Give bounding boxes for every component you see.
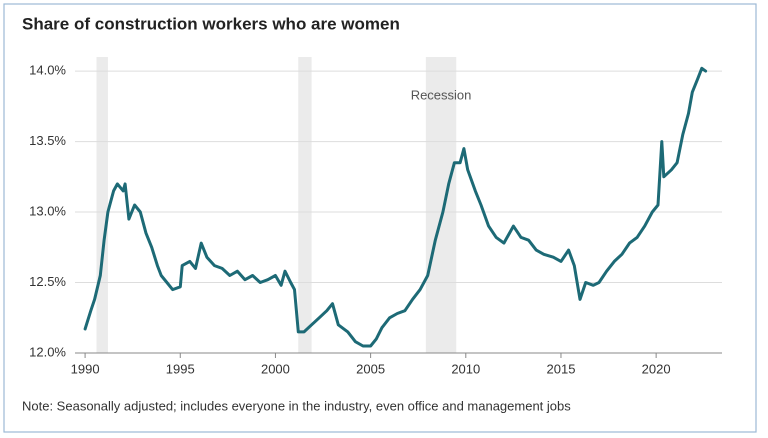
plot: Recession 12.0% 12.5% 13.0% 13.5% 14.0% 1990 19… <box>29 57 722 376</box>
y-tick-label: 13.0% <box>29 203 66 218</box>
x-tick-label: 2010 <box>451 361 480 376</box>
y-tick-label: 12.5% <box>29 274 66 289</box>
y-tick-label: 14.0% <box>29 63 66 78</box>
x-tick-label: 1995 <box>166 361 195 376</box>
recession-band <box>96 57 108 353</box>
data-line <box>83 66 708 348</box>
x-tick-label: 2000 <box>261 361 290 376</box>
x-tick-label: 2020 <box>642 361 671 376</box>
x-tick-label: 2005 <box>356 361 385 376</box>
recession-band <box>425 57 457 353</box>
x-tick-label: 1990 <box>71 361 100 376</box>
chart-title: Share of construction workers who are wo… <box>22 14 400 33</box>
x-tick-label: 2015 <box>547 361 576 376</box>
annotation: Recession <box>411 87 472 102</box>
y-tick-label: 12.0% <box>29 344 66 359</box>
y-tick-label: 13.5% <box>29 133 66 148</box>
recession-band <box>298 57 312 353</box>
note: Note: Seasonally adjusted; includes ever… <box>22 398 571 413</box>
